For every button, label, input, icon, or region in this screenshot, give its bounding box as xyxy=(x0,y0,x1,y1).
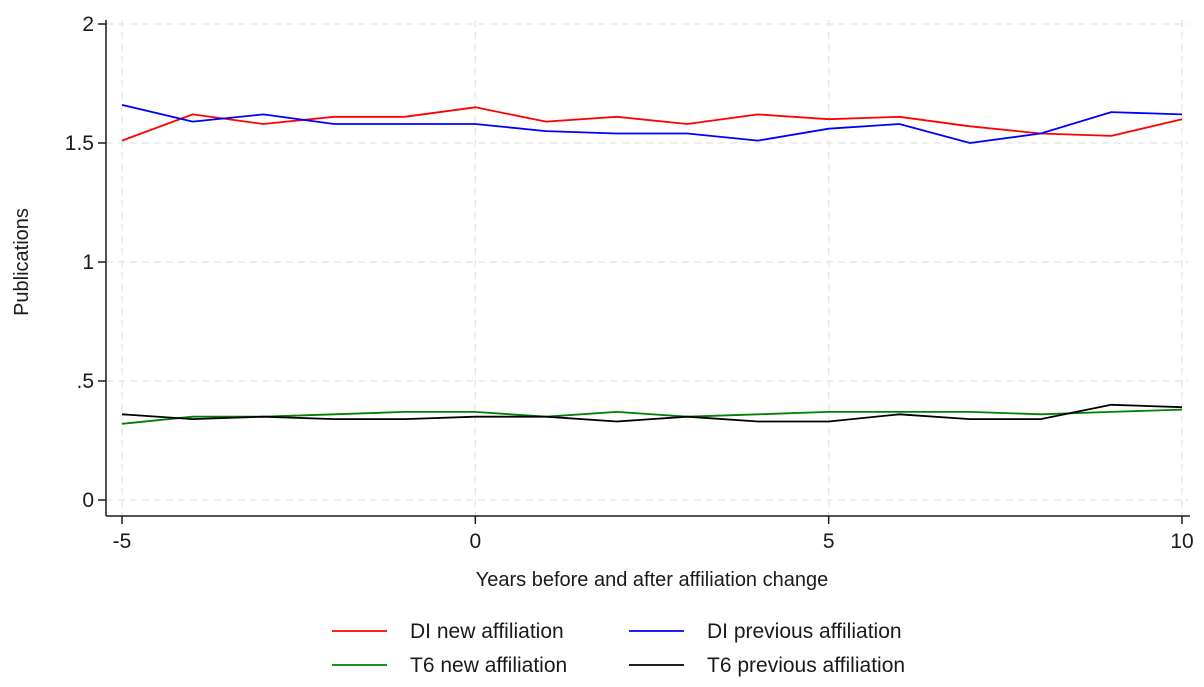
ticks: 0 .5 1 1.5 2 -5 0 5 10 xyxy=(65,13,1194,553)
legend-label: T6 previous affiliation xyxy=(707,654,905,677)
gridlines xyxy=(106,20,1188,516)
x-tick-label: 10 xyxy=(1170,530,1193,553)
legend: DI new affiliation DI previous affiliatio… xyxy=(332,620,905,677)
x-tick-label: -5 xyxy=(113,530,132,553)
axes xyxy=(105,20,1190,517)
series-line-2 xyxy=(121,408,1183,425)
series-line-3 xyxy=(121,403,1183,423)
legend-label: DI previous affiliation xyxy=(707,620,902,643)
y-tick-label: 1.5 xyxy=(65,132,94,155)
y-tick-label: 1 xyxy=(82,251,94,274)
x-tick-label: 5 xyxy=(823,530,835,553)
x-tick-label: 0 xyxy=(469,530,481,553)
y-axis-title: Publications xyxy=(11,208,33,316)
legend-label: T6 new affiliation xyxy=(410,654,567,677)
y-tick-label: .5 xyxy=(76,370,94,393)
series-lines xyxy=(121,104,1183,425)
series-line-1 xyxy=(121,104,1183,144)
x-axis-title: Years before and after affiliation chang… xyxy=(476,569,828,591)
y-tick-label: 2 xyxy=(82,13,94,36)
series-line-0 xyxy=(121,106,1183,142)
legend-label: DI new affiliation xyxy=(410,620,564,643)
y-tick-label: 0 xyxy=(82,489,94,512)
